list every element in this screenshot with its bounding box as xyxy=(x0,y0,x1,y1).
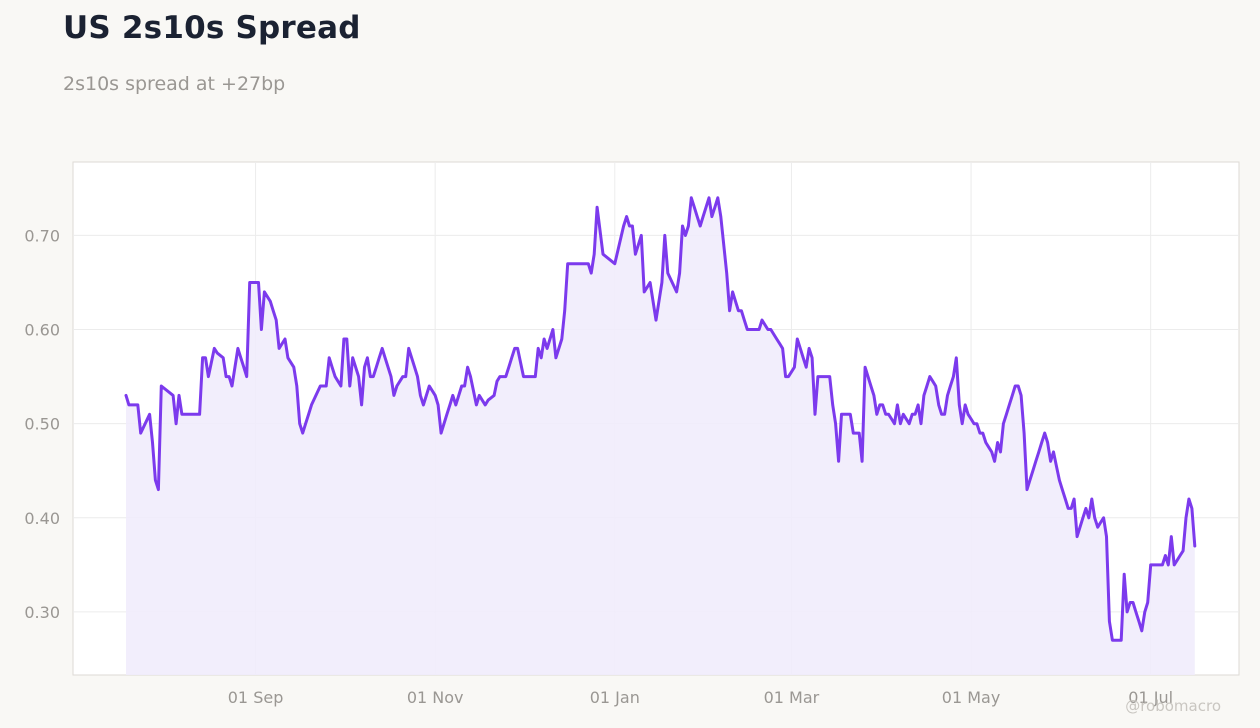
y-tick-label: 0.40 xyxy=(24,509,60,528)
chart-title: US 2s10s Spread xyxy=(63,10,361,46)
x-tick-label: 01 Sep xyxy=(228,688,284,707)
x-tick-label: 01 Mar xyxy=(764,688,820,707)
spread-series-line xyxy=(124,196,1197,642)
y-tick-label: 0.70 xyxy=(24,226,60,245)
y-tick-label: 0.30 xyxy=(24,603,60,622)
spread-area-fill xyxy=(126,197,1195,676)
chart-subtitle: 2s10s spread at +27bp xyxy=(63,73,286,95)
x-tick-label: 01 Jan xyxy=(590,688,640,707)
y-axis-tick-labels: 0.30 0.40 0.50 0.60 0.70 xyxy=(24,226,60,622)
watermark: @robomacro xyxy=(1125,697,1221,715)
x-tick-label: 01 Jul xyxy=(1128,688,1173,707)
x-axis-tick-labels: 01 Sep 01 Nov 01 Jan 01 Mar 01 May 01 Jul xyxy=(228,688,1173,707)
y-tick-label: 0.50 xyxy=(24,415,60,434)
y-tick-label: 0.60 xyxy=(24,321,60,340)
x-tick-label: 01 Nov xyxy=(407,688,464,707)
x-tick-label: 01 May xyxy=(942,688,1001,707)
